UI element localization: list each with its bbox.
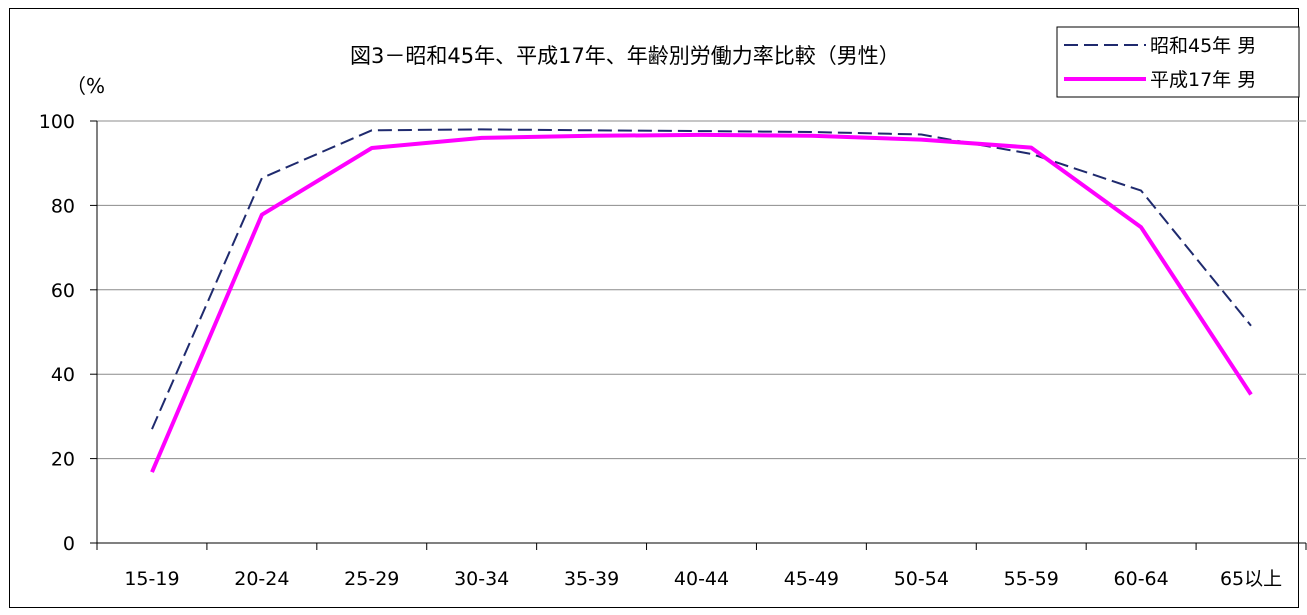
series-line-2 xyxy=(150,132,1253,473)
x-tick-label: 15-19 xyxy=(124,568,179,590)
y-tick-label: 80 xyxy=(51,195,75,217)
x-tick-label: 40-44 xyxy=(674,568,729,590)
y-tick-label: 20 xyxy=(51,449,75,471)
chart-title: 図3－昭和45年、平成17年、年齢別労働力率比較（男性） xyxy=(350,44,900,68)
legend-box xyxy=(1056,26,1300,98)
y-tick-label: 0 xyxy=(63,533,75,555)
y-axis-unit-label: （% xyxy=(66,74,105,98)
x-tick-label: 20-24 xyxy=(234,568,289,590)
x-tick-label: 50-54 xyxy=(894,568,949,590)
series-line-1 xyxy=(151,128,1252,430)
x-tick-label: 60-64 xyxy=(1114,568,1169,590)
x-tick-label: 45-49 xyxy=(784,568,839,590)
x-tick-label: 35-39 xyxy=(564,568,619,590)
legend-label: 平成17年 男 xyxy=(1150,69,1256,91)
y-tick-label: 100 xyxy=(39,111,75,133)
y-tick-label: 60 xyxy=(51,280,75,302)
y-tick-label: 40 xyxy=(51,364,75,386)
x-tick-label: 25-29 xyxy=(344,568,399,590)
x-tick-label: 30-34 xyxy=(454,568,509,590)
x-tick-label: 65以上 xyxy=(1220,568,1282,590)
x-tick-label: 55-59 xyxy=(1004,568,1059,590)
legend-label: 昭和45年 男 xyxy=(1150,35,1256,57)
